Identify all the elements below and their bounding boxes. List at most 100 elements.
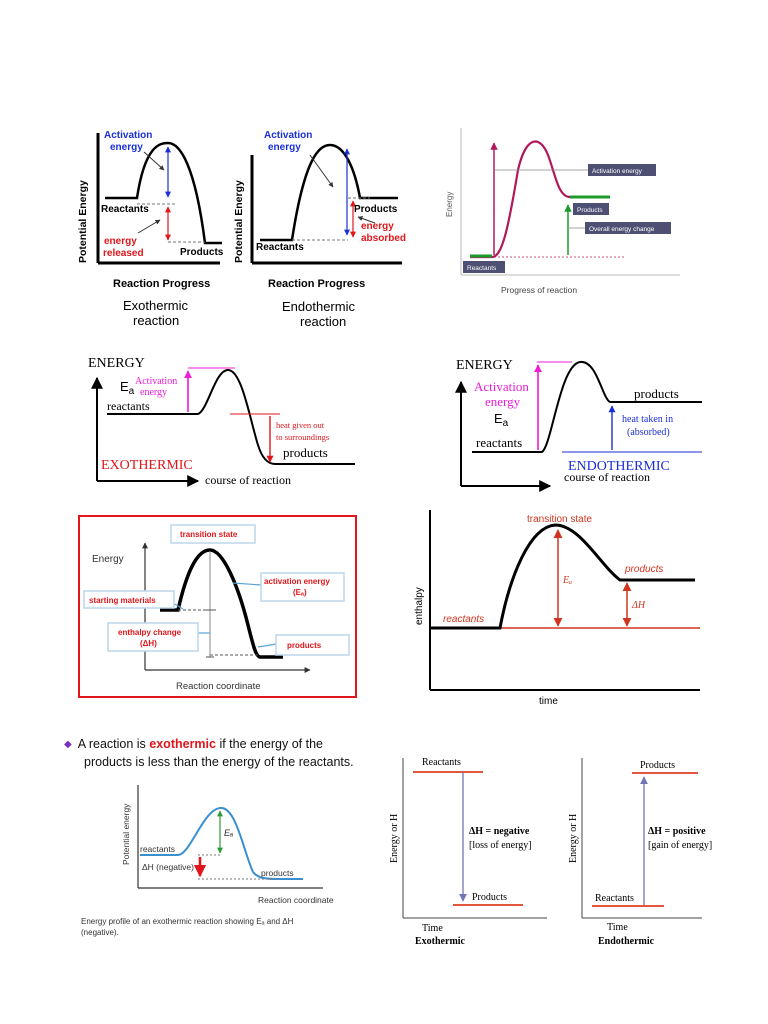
reactants-label: Reactants	[422, 757, 461, 768]
y-axis-label: ENERGY	[88, 356, 145, 371]
x-axis-label: Reaction Progress	[113, 278, 210, 290]
activation-label-line1: Activation	[264, 130, 312, 141]
released-label-line1: energy	[104, 236, 137, 247]
x-axis-label: Progress of reaction	[501, 285, 577, 295]
statement-prefix: A reaction is	[77, 737, 150, 751]
activation-label-line1: activation energy	[264, 577, 330, 586]
energy-curve	[160, 548, 283, 659]
enthalpy-label-line1: enthalpy change	[118, 628, 182, 637]
activation-label-line2: energy	[140, 387, 167, 398]
exothermic-statement: ◆ A reaction is exothermic if the energy …	[64, 736, 374, 771]
products-label: Products	[354, 204, 398, 215]
transition-state-label: transition state	[527, 514, 592, 525]
absorbed-pointer	[357, 216, 376, 224]
reactants-label: reactants	[443, 614, 484, 625]
transition-state-box	[170, 524, 256, 544]
x-axis-label: course of reaction	[564, 470, 650, 484]
y-axis-label: Potential Energy	[233, 180, 245, 263]
transition-state-label: transition state	[180, 530, 238, 539]
caption-line2: (negative).	[81, 928, 119, 937]
endothermic-enthalpy-level-diagram: Energy or H Products ΔH = positive [gain…	[568, 758, 712, 947]
statement-suffix: if the energy of the	[215, 737, 323, 751]
progress-of-reaction-diagram: Energy Progress of reaction Activation e…	[445, 128, 680, 295]
y-axis-label: Potential Energy	[77, 180, 89, 263]
x-axis-label: Reaction coordinate	[258, 895, 334, 905]
dh-label: ΔH (negative)	[142, 862, 194, 872]
products-label: Products	[640, 760, 675, 771]
reaction-coordinate-framed-diagram: Energy Reaction coordinate transition st…	[78, 515, 357, 698]
released-pointer	[137, 219, 161, 234]
x-axis-label: course of reaction	[205, 473, 291, 487]
heat-label-line1: heat given out	[276, 420, 325, 430]
y-axis-label: Energy	[92, 554, 124, 565]
caption-line1: Energy profile of an exothermic reaction…	[81, 917, 294, 926]
starting-box	[83, 590, 175, 609]
x-axis-label: Reaction coordinate	[176, 681, 261, 692]
products-label: products	[283, 445, 328, 460]
energy-curve	[140, 807, 303, 880]
products-label: Products	[472, 892, 507, 903]
activation-label-line2: energy	[110, 142, 143, 153]
ea-label: Ea	[494, 411, 509, 429]
heat-label-line2: (absorbed)	[627, 427, 670, 438]
activation-label-line1: Activation	[135, 376, 177, 387]
type-label: Endothermic	[598, 936, 655, 947]
exothermic-energy-diagram: ENERGY course of reaction Ea Activation …	[88, 356, 355, 487]
dh-label: ΔH	[631, 600, 646, 611]
activation-label-line2: energy	[268, 142, 301, 153]
energy-curve	[470, 140, 610, 259]
energy-curve	[472, 361, 702, 453]
activation-box	[588, 164, 656, 176]
absorbed-label-line1: energy	[361, 221, 394, 232]
ea-label: Ea	[120, 379, 135, 397]
products-box	[275, 634, 350, 656]
energy-curve	[107, 368, 355, 465]
statement-keyword: exothermic	[149, 737, 216, 751]
x-axis-label: time	[539, 696, 558, 707]
reactants-label: reactants	[140, 844, 175, 854]
x-axis-label: Reaction Progress	[268, 278, 365, 290]
potential-energy-profile: Potential energy Reaction coordinate Eₐ …	[81, 785, 334, 937]
dh-label: ΔH = positive	[648, 826, 706, 837]
released-label-line2: released	[103, 248, 144, 259]
type-label: EXOTHERMIC	[101, 458, 193, 473]
products-label: products	[634, 386, 679, 401]
absorbed-label-line2: absorbed	[361, 233, 406, 244]
energy-curve	[260, 143, 398, 242]
activation-pointer	[309, 154, 334, 188]
reactants-label: Reactants	[595, 893, 634, 904]
products-label: products	[624, 564, 663, 575]
type-label: ENDOTHERMIC	[568, 459, 670, 474]
loss-label: [loss of energy]	[469, 840, 532, 851]
products-label: Products	[577, 207, 603, 214]
activation-pointer	[143, 151, 165, 171]
overall-label: Overall energy change	[589, 226, 655, 233]
enthalpy-box	[107, 622, 199, 652]
reactants-label: reactants	[476, 435, 522, 450]
endothermic-potential-energy-diagram: Activation energy Products Reactants ene…	[233, 130, 406, 329]
caption-line1: Endothermic	[282, 299, 355, 314]
reactants-box	[463, 261, 505, 273]
enthalpy-time-diagram: enthalpy time transition state products …	[414, 510, 700, 707]
y-axis-label: enthalpy	[414, 587, 425, 625]
activation-label-line2: (Eₐ)	[293, 588, 307, 597]
activation-label-line1: Activation	[474, 379, 529, 394]
reactants-label: Reactants	[101, 204, 149, 215]
y-axis-label: ENERGY	[456, 358, 513, 373]
overall-box	[585, 222, 671, 234]
energy-curve	[105, 141, 222, 245]
dh-label: ΔH = negative	[469, 826, 530, 837]
gain-label: [gain of energy]	[648, 840, 712, 851]
products-label: Products	[180, 247, 224, 258]
bullet-icon: ◆	[64, 739, 72, 750]
exothermic-enthalpy-level-diagram: Energy or H Reactants ΔH = negative [los…	[389, 757, 547, 947]
activation-leader	[232, 582, 262, 586]
ea-label: Eₐ	[224, 828, 233, 838]
caption-line1: Exothermic	[123, 298, 189, 313]
x-axis-label: Time	[607, 922, 628, 933]
activation-label-line1: Activation	[104, 130, 152, 141]
activation-label: Activation energy	[592, 168, 643, 175]
products-label: products	[261, 868, 294, 878]
reactants-label: reactants	[107, 399, 150, 413]
caption-line2: reaction	[300, 314, 346, 329]
